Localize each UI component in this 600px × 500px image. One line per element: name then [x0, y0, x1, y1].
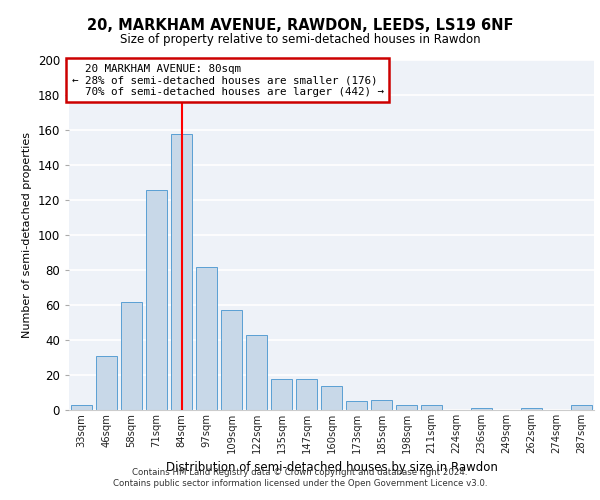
- Bar: [171, 134, 192, 410]
- Bar: [471, 408, 492, 410]
- Bar: [196, 266, 217, 410]
- Bar: [221, 310, 242, 410]
- X-axis label: Distribution of semi-detached houses by size in Rawdon: Distribution of semi-detached houses by …: [166, 462, 497, 474]
- Bar: [121, 302, 142, 410]
- Bar: [271, 378, 292, 410]
- Text: 20 MARKHAM AVENUE: 80sqm
← 28% of semi-detached houses are smaller (176)
  70% o: 20 MARKHAM AVENUE: 80sqm ← 28% of semi-d…: [71, 64, 383, 96]
- Bar: [371, 400, 392, 410]
- Bar: [146, 190, 167, 410]
- Y-axis label: Number of semi-detached properties: Number of semi-detached properties: [22, 132, 32, 338]
- Bar: [71, 405, 92, 410]
- Bar: [521, 408, 542, 410]
- Bar: [321, 386, 342, 410]
- Bar: [246, 335, 267, 410]
- Text: 20, MARKHAM AVENUE, RAWDON, LEEDS, LS19 6NF: 20, MARKHAM AVENUE, RAWDON, LEEDS, LS19 …: [87, 18, 513, 32]
- Bar: [421, 405, 442, 410]
- Bar: [96, 356, 117, 410]
- Bar: [571, 405, 592, 410]
- Bar: [346, 401, 367, 410]
- Text: Contains HM Land Registry data © Crown copyright and database right 2024.
Contai: Contains HM Land Registry data © Crown c…: [113, 468, 487, 487]
- Bar: [396, 405, 417, 410]
- Bar: [296, 378, 317, 410]
- Text: Size of property relative to semi-detached houses in Rawdon: Size of property relative to semi-detach…: [119, 32, 481, 46]
